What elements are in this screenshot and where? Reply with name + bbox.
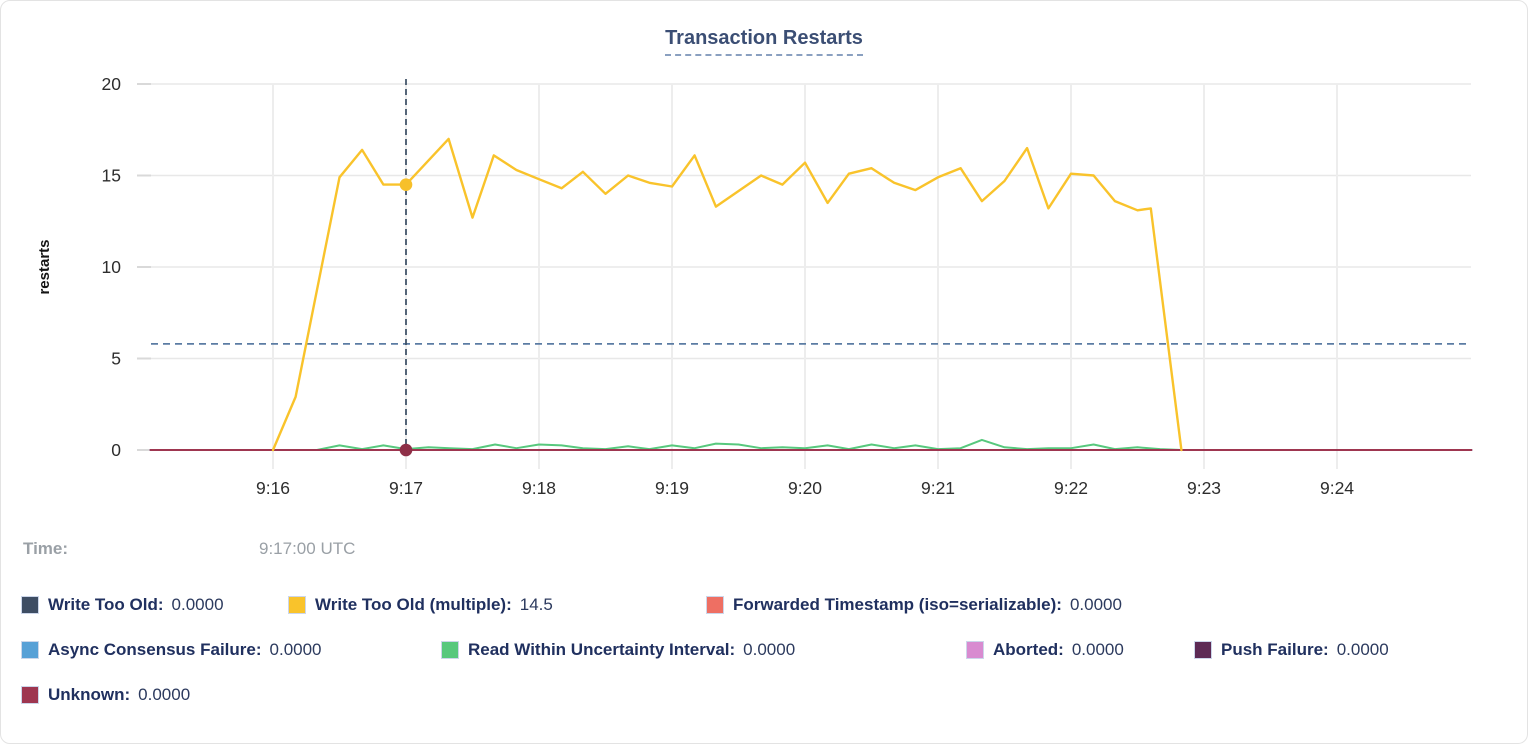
legend-value-push-failure: 0.0000 <box>1336 640 1389 659</box>
legend-item-write-too-old: Write Too Old: 0.0000 <box>21 593 224 617</box>
x-tick-label-9-16: 9:16 <box>256 478 290 498</box>
x-tick-label-9-22: 9:22 <box>1054 478 1088 498</box>
legend-swatch-write-too-old-multiple <box>288 596 306 614</box>
legend-item-aborted: Aborted: 0.0000 <box>966 638 1124 662</box>
legend-label-forwarded-timestamp-iso-serializable: Forwarded Timestamp (iso=serializable): <box>733 595 1062 614</box>
legend-swatch-unknown <box>21 686 39 704</box>
legend-swatch-push-failure <box>1194 641 1212 659</box>
time-label: Time: <box>23 539 69 558</box>
legend-value-write-too-old-multiple: 14.5 <box>519 595 553 614</box>
legend-label-unknown: Unknown: <box>48 685 131 704</box>
legend-label-write-too-old: Write Too Old: <box>48 595 164 614</box>
legend-label-write-too-old-multiple: Write Too Old (multiple): <box>315 595 512 614</box>
y-tick-label-20: 20 <box>102 74 122 94</box>
legend-label-read-within-uncertainty-interval: Read Within Uncertainty Interval: <box>468 640 736 659</box>
chart-title-text: Transaction Restarts <box>665 27 863 56</box>
legend-label-aborted: Aborted: <box>993 640 1064 659</box>
hover-marker-unknown <box>399 443 413 457</box>
x-tick-label-9-21: 9:21 <box>921 478 955 498</box>
x-tick-label-9-20: 9:20 <box>788 478 822 498</box>
x-tick-label-9-18: 9:18 <box>522 478 556 498</box>
x-tick-label-9-17: 9:17 <box>389 478 423 498</box>
legend-value-aborted: 0.0000 <box>1071 640 1124 659</box>
y-tick-label-10: 10 <box>102 257 122 277</box>
legend-value-read-within-uncertainty-interval: 0.0000 <box>743 640 796 659</box>
legend-swatch-forwarded-timestamp-iso-serializable <box>706 596 724 614</box>
legend-label-async-consensus-failure: Async Consensus Failure: <box>48 640 262 659</box>
legend-item-push-failure: Push Failure: 0.0000 <box>1194 638 1389 662</box>
legend-label-push-failure: Push Failure: <box>1221 640 1329 659</box>
hover-time-readout: Time: 9:17:00 UTC <box>23 539 355 559</box>
time-value: 9:17:00 UTC <box>259 539 356 558</box>
legend-item-write-too-old-multiple: Write Too Old (multiple): 14.5 <box>288 593 553 617</box>
x-tick-label-9-23: 9:23 <box>1187 478 1221 498</box>
legend-swatch-async-consensus-failure <box>21 641 39 659</box>
y-tick-label-15: 15 <box>102 166 121 186</box>
legend-swatch-write-too-old <box>21 596 39 614</box>
legend-item-read-within-uncertainty-interval: Read Within Uncertainty Interval: 0.0000 <box>441 638 795 662</box>
y-axis-label: restarts <box>36 239 53 294</box>
legend-item-async-consensus-failure: Async Consensus Failure: 0.0000 <box>21 638 322 662</box>
legend-value-write-too-old: 0.0000 <box>171 595 224 614</box>
legend-swatch-read-within-uncertainty-interval <box>441 641 459 659</box>
series-line-write-too-old-multiple <box>271 137 1183 452</box>
x-tick-label-9-19: 9:19 <box>655 478 689 498</box>
legend-value-unknown: 0.0000 <box>138 685 191 704</box>
legend-item-unknown: Unknown: 0.0000 <box>21 683 190 707</box>
chart-canvas[interactable]: 0 5 10 15 20 9:16 9:17 9:18 9:19 9:20 9:21 9:22 9:23… <box>1 1 1527 521</box>
legend-value-forwarded-timestamp-iso-serializable: 0.0000 <box>1069 595 1122 614</box>
y-tick-label-0: 0 <box>111 440 121 460</box>
hover-marker-write-too-old-multiple <box>399 178 413 191</box>
legend-swatch-aborted <box>966 641 984 659</box>
y-tick-label-5: 5 <box>111 349 121 369</box>
x-tick-label-9-24: 9:24 <box>1320 478 1354 498</box>
chart-title: Transaction Restarts <box>1 27 1527 56</box>
series-line-read-within-uncertainty-interval <box>315 438 1183 451</box>
legend-item-forwarded-timestamp-iso-serializable: Forwarded Timestamp (iso=serializable): 0… <box>706 593 1122 617</box>
legend-value-async-consensus-failure: 0.0000 <box>269 640 322 659</box>
